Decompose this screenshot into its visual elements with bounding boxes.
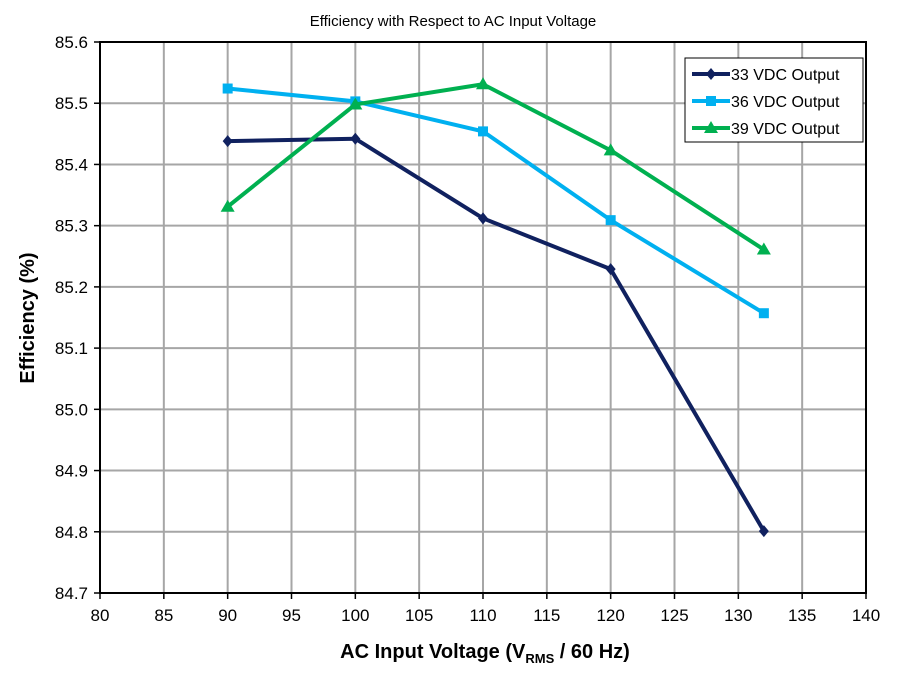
- legend-label-33-vdc: 33 VDC Output: [731, 67, 840, 84]
- legend-marker-33-vdc: [706, 68, 716, 80]
- x-tick-label: 125: [660, 606, 688, 625]
- y-tick-label: 85.3: [55, 217, 88, 236]
- legend-label-39-vdc: 39 VDC Output: [731, 121, 840, 138]
- data-point-33-vdc: [605, 263, 616, 276]
- series-group: [220, 77, 771, 538]
- y-axis-label: Efficiency (%): [17, 252, 39, 383]
- y-tick-label: 85.0: [55, 400, 88, 419]
- x-tick-label: 105: [405, 606, 433, 625]
- x-tick-label: 140: [852, 606, 880, 625]
- tick-labels: 80 85 90 95 100 105 110 115 120 125 130 135 140 84.7 8…: [55, 33, 880, 625]
- x-tick-label: 80: [91, 606, 110, 625]
- data-point-33-vdc: [350, 132, 361, 145]
- data-point-39-vdc: [603, 143, 618, 156]
- y-tick-label: 84.7: [55, 584, 88, 603]
- x-tick-label: 85: [154, 606, 173, 625]
- series-line-36-vdc: [227, 86, 765, 315]
- data-point-36-vdc: [605, 215, 616, 226]
- y-tick-label: 85.2: [55, 278, 88, 297]
- x-tick-label: 110: [469, 606, 496, 625]
- x-axis-label: AC Input Voltage (VRMS / 60 Hz): [340, 641, 630, 666]
- x-tick-label: 135: [788, 606, 816, 625]
- legend: 33 VDC Output 36 VDC Output 39 VDC Output: [684, 57, 864, 143]
- data-point-36-vdc: [222, 83, 233, 94]
- y-tick-label: 85.4: [55, 155, 88, 174]
- data-point-33-vdc: [222, 135, 233, 148]
- x-tick-label: 90: [218, 606, 237, 625]
- x-tick-label: 100: [341, 606, 369, 625]
- x-tick-label: 120: [596, 606, 624, 625]
- data-point-33-vdc: [478, 212, 488, 225]
- y-tick-label: 85.6: [55, 33, 88, 52]
- data-point-39-vdc: [220, 199, 235, 212]
- data-point-33-vdc: [758, 525, 769, 538]
- y-tick-label: 84.9: [55, 462, 88, 481]
- y-tick-label: 85.5: [55, 94, 88, 113]
- x-axis-label-subscript: RMS: [525, 651, 554, 666]
- legend-marker-39-vdc: [704, 121, 718, 133]
- x-axis-label-tail: / 60 Hz): [554, 641, 630, 663]
- data-point-39-vdc: [348, 97, 363, 110]
- data-point-39-vdc: [756, 242, 771, 255]
- data-point-39-vdc: [476, 77, 490, 90]
- x-tick-label: 115: [533, 606, 560, 625]
- data-point-36-vdc: [758, 308, 769, 319]
- y-tick-label: 84.8: [55, 523, 88, 542]
- x-tick-label: 130: [724, 606, 752, 625]
- legend-label-36-vdc: 36 VDC Output: [731, 94, 840, 111]
- data-point-36-vdc: [478, 126, 488, 137]
- x-tick-label: 95: [282, 606, 301, 625]
- legend-marker-36-vdc: [706, 96, 716, 106]
- y-tick-label: 85.1: [55, 339, 88, 358]
- chart-title: Efficiency with Respect to AC Input Volt…: [310, 13, 597, 30]
